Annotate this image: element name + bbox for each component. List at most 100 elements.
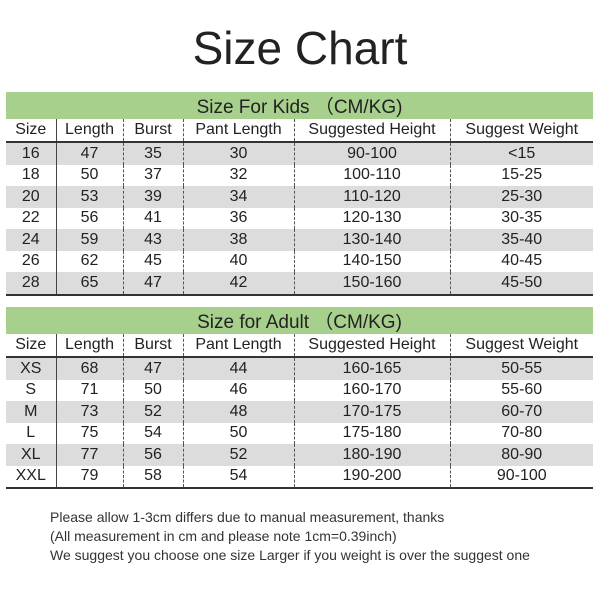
table-cell: 50 — [183, 422, 295, 444]
table-row: 20 53 39 34 110-120 25-30 — [6, 186, 593, 208]
notes: Please allow 1-3cm differs due to manual… — [50, 508, 530, 565]
table-cell: 59 — [56, 229, 124, 251]
table-cell: 39 — [123, 186, 184, 208]
table-cell: 170-175 — [294, 401, 451, 423]
table-cell: 35 — [123, 142, 184, 165]
table-cell: 30 — [183, 142, 295, 165]
table-cell: 150-160 — [294, 272, 451, 296]
table-cell: 40 — [183, 250, 295, 272]
table-cell: 160-170 — [294, 379, 451, 401]
table-cell: 42 — [183, 272, 295, 296]
table-cell: 45-50 — [450, 272, 593, 296]
column-header: Pant Length — [183, 334, 295, 358]
table-cell: 120-130 — [294, 207, 451, 229]
table-cell: 75 — [56, 422, 124, 444]
table-cell: 100-110 — [294, 164, 451, 186]
table-cell: 55-60 — [501, 381, 543, 399]
table-row: XS 68 47 44 160-165 50-55 — [6, 357, 593, 380]
table-heading: Size For Kids （CM/KG) — [6, 92, 593, 119]
column-header: Burst — [123, 119, 184, 143]
table-cell: 130-140 — [294, 229, 451, 251]
table-row: 24 59 43 38 130-140 35-40 — [6, 229, 593, 251]
table-cell: 70-80 — [501, 424, 543, 442]
table-cell: 180-190 — [294, 444, 451, 466]
table-cell: 140-150 — [294, 250, 451, 272]
table-cell: 45 — [123, 250, 184, 272]
table-cell: 50-55 — [450, 357, 593, 380]
note-line: Please allow 1-3cm differs due to manual… — [50, 509, 445, 525]
table-cell: 175-180 — [294, 422, 451, 444]
table-cell: S — [6, 379, 57, 401]
table-cell: 34 — [183, 186, 295, 208]
table-cell: XXL — [6, 465, 57, 489]
column-header: Size — [6, 334, 57, 358]
table-row: 28 65 47 42 150-160 45-50 — [6, 272, 593, 296]
table-cell: 80-90 — [450, 444, 593, 466]
table-cell: 20 — [6, 186, 57, 208]
table-cell: L — [6, 422, 57, 444]
table-cell: 50 — [56, 164, 124, 186]
column-header: Suggest Weight — [450, 119, 593, 143]
table-cell: 90-100 — [450, 465, 593, 489]
adult-size-table: Size for Adult （CM/KG) Size Length Burst Pan… — [6, 307, 593, 489]
table-row: S 71 50 46 160-170 55-60 — [6, 379, 593, 401]
column-header: Suggest Weight — [450, 334, 593, 358]
table-cell: M — [6, 401, 57, 423]
table-cell: 160-165 — [294, 357, 451, 380]
table-cell: 41 — [123, 207, 184, 229]
table-row: 26 62 45 40 140-150 40-45 — [6, 250, 593, 272]
header-row: Size Length Burst Pant Length Suggested Heig… — [6, 119, 593, 143]
table-cell: 18 — [6, 164, 57, 186]
table-cell: 54 — [123, 422, 184, 444]
table-cell: 47 — [56, 142, 124, 165]
column-header: Burst — [123, 334, 184, 358]
table-cell: 190-200 — [294, 465, 451, 489]
table-cell: 53 — [56, 186, 124, 208]
table-cell: 65 — [56, 272, 124, 296]
table-cell: 48 — [183, 401, 295, 423]
table-cell: 52 — [183, 444, 295, 466]
table-cell: 79 — [56, 465, 124, 489]
table-cell: 56 — [123, 444, 184, 466]
table-cell: 38 — [183, 229, 295, 251]
table-row: 16 47 35 30 90-100 <15 — [6, 142, 593, 165]
note-line: (All measurement in cm and please note 1… — [50, 528, 397, 544]
table-row: 18 50 37 32 100-110 15-25 — [6, 164, 593, 186]
table-row: 22 56 41 36 120-130 30-35 — [6, 207, 593, 229]
column-header: Pant Length — [183, 119, 295, 143]
table-cell: 16 — [6, 142, 57, 165]
table-cell: 46 — [183, 379, 295, 401]
table-cell: 47 — [123, 272, 184, 296]
table-cell: 47 — [123, 357, 184, 380]
table-heading: Size for Adult （CM/KG) — [6, 307, 593, 334]
table-cell: 50 — [123, 379, 184, 401]
table-cell: 30-35 — [501, 209, 543, 227]
table-cell: 37 — [123, 164, 184, 186]
note-line: We suggest you choose one size Larger if… — [50, 547, 530, 563]
table-row: XXL 79 58 54 190-200 90-100 — [6, 465, 593, 489]
table-row: L 75 54 50 175-180 70-80 — [6, 422, 593, 444]
table-cell: 22 — [6, 207, 57, 229]
table-cell: 25-30 — [450, 186, 593, 208]
table-cell: 32 — [183, 164, 295, 186]
table-cell: XS — [6, 357, 57, 380]
table-cell: 24 — [6, 229, 57, 251]
table-cell: 40-45 — [501, 252, 543, 270]
table-cell: 62 — [56, 250, 124, 272]
table-cell: 71 — [56, 379, 124, 401]
table-cell: 90-100 — [294, 142, 451, 165]
table-cell: 54 — [183, 465, 295, 489]
header-row: Size Length Burst Pant Length Suggested Heig… — [6, 334, 593, 358]
table-cell: XL — [6, 444, 57, 466]
table-cell: 15-25 — [501, 166, 543, 184]
page-title: Size Chart — [192, 22, 408, 74]
table-cell: <15 — [450, 142, 593, 165]
column-header: Length — [56, 119, 124, 143]
column-header: Length — [56, 334, 124, 358]
column-header: Size — [6, 119, 57, 143]
table-row: XL 77 56 52 180-190 80-90 — [6, 444, 593, 466]
table-cell: 35-40 — [450, 229, 593, 251]
table-cell: 73 — [56, 401, 124, 423]
table-cell: 44 — [183, 357, 295, 380]
kids-size-table: Size For Kids （CM/KG) Size Length Burst Pant… — [6, 92, 593, 296]
